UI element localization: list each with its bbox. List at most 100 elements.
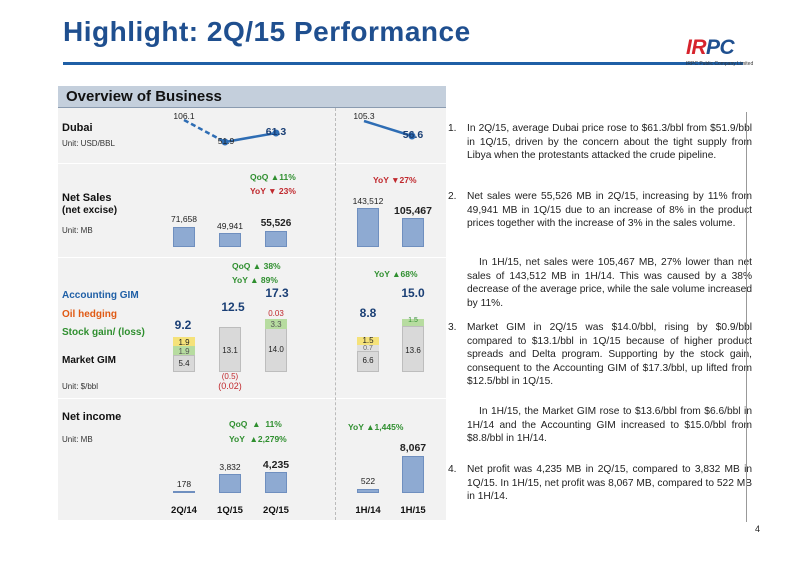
net-income-h-bar	[357, 489, 379, 493]
net-income-value: 4,235	[262, 459, 290, 471]
net-sales-h-bar	[402, 218, 424, 247]
net-sales-value: 55,526	[260, 218, 292, 229]
dubai-point	[221, 138, 229, 146]
stock-gain-h-value: 1.5	[408, 317, 418, 324]
net-sales-bar	[265, 231, 287, 247]
stock-gain-value: 3.3	[270, 320, 282, 329]
net-sales-bar	[173, 227, 195, 247]
stock-gain-bar	[173, 346, 195, 355]
ni-yoy: YoY ▲2,279%	[229, 434, 287, 444]
right-border-line	[746, 112, 747, 522]
section-band	[58, 86, 446, 108]
oil-hedging-h-bar	[357, 337, 379, 345]
net-income-value: 3,832	[219, 462, 241, 472]
net-income-unit: Unit: MB	[62, 435, 93, 444]
net-sales-h-bar	[357, 208, 379, 247]
net-sales-h-value: 105,467	[394, 205, 432, 217]
dubai-unit: Unit: USD/BBL	[62, 139, 115, 148]
ns-yoy: YoY ▼ 23%	[250, 186, 296, 196]
gim-h-yoy: YoY ▲68%	[374, 269, 418, 279]
dubai-value: 106.1	[173, 111, 195, 121]
divider	[58, 163, 446, 164]
gim-h-total: 15.0	[401, 286, 425, 300]
dubai-h-segment	[363, 119, 413, 138]
accounting-gim-label: Accounting GIM	[62, 290, 139, 301]
gim-h-total: 8.8	[359, 306, 377, 320]
market-gim-h-bar	[402, 326, 424, 372]
market-gim-h-bar	[357, 351, 379, 372]
stock-gain-value: 1.9	[178, 347, 190, 356]
market-gim-label: Market GIM	[62, 355, 116, 366]
stock-gain-h-value: 0.7	[363, 345, 373, 352]
highlight-point: 4. Net profit was 4,235 MB in 2Q/15, comp…	[448, 464, 752, 503]
dubai-h-point	[408, 132, 416, 140]
highlight-point: 1. In 2Q/15, average Dubai price rose to …	[448, 123, 752, 162]
gim-total: 9.2	[174, 318, 192, 332]
x-label: 2Q/15	[263, 505, 289, 516]
net-income-bar	[265, 472, 287, 493]
gim-qoq: QoQ ▲ 38%	[232, 261, 281, 271]
stock-gain-label: Stock gain/ (loss)	[62, 327, 145, 338]
market-gim-h-value: 6.6	[362, 356, 374, 365]
divider	[58, 398, 446, 399]
highlight-point: 3. Market GIM in 2Q/15 was $14.0/bbl, ris…	[448, 322, 752, 388]
stock-gain-value: (0.5)	[221, 372, 239, 381]
gim-unit: Unit: $/bbl	[62, 382, 99, 391]
highlight-point: In 1H/15, the Market GIM rose to $13.6/b…	[467, 406, 752, 445]
net-sales-title: Net Sales	[62, 192, 112, 204]
title-underline	[63, 62, 743, 65]
oil-hedging-label: Oil hedging	[62, 309, 117, 320]
net-income-title: Net income	[62, 411, 122, 423]
ni-qoq: QoQ ▲ 11%	[229, 419, 282, 429]
dubai-point	[272, 129, 280, 137]
x-label: 1Q/15	[217, 505, 243, 516]
gim-total: 12.5	[221, 300, 245, 314]
net-income-bar	[173, 491, 195, 493]
highlight-point: 2. Net sales were 55,526 MB in 2Q/15, inc…	[448, 191, 752, 230]
section-title: Overview of Business	[66, 88, 222, 105]
net-income-value: 178	[176, 479, 192, 489]
oil-hedging-value: 1.9	[178, 338, 190, 347]
net-sales-subtitle: (net excise)	[62, 205, 118, 216]
dubai-value: 51.9	[217, 136, 235, 146]
market-gim-bar	[173, 355, 195, 372]
net-sales-value: 49,941	[217, 221, 243, 231]
market-gim-value: 5.4	[178, 359, 190, 368]
net-sales-unit: Unit: MB	[62, 226, 93, 235]
gim-total: 17.3	[265, 286, 289, 300]
dubai-line-chart	[183, 118, 416, 146]
ni-h-yoy: YoY ▲1,445%	[348, 422, 404, 432]
net-sales-value: 71,658	[171, 214, 197, 224]
market-gim-value: 14.0	[268, 345, 284, 354]
dubai-value: 61.3	[265, 126, 287, 138]
dubai-h-value: 105.3	[353, 111, 375, 121]
period-separator	[335, 108, 336, 520]
stock-gain-h-bar	[402, 319, 424, 326]
net-income-h-value: 522	[360, 476, 376, 486]
ns-h-yoy: YoY ▼27%	[373, 175, 417, 185]
dubai-h-value: 56.6	[402, 129, 424, 141]
divider	[58, 257, 446, 258]
net-sales-bar	[219, 233, 241, 247]
net-sales-h-value: 143,512	[352, 196, 384, 206]
x-label: 1H/14	[355, 505, 381, 516]
net-income-h-bar	[402, 456, 424, 493]
market-gim-bar	[219, 327, 241, 372]
net-income-bar	[219, 474, 241, 493]
highlight-point: In 1H/15, net sales were 105,467 MB, 27%…	[467, 257, 752, 309]
market-gim-value: 13.1	[222, 346, 238, 355]
stock-gain-bar	[265, 319, 287, 329]
dubai-segment	[224, 131, 277, 144]
oil-hedging-value: 0.03	[268, 309, 284, 318]
market-gim-h-value: 13.6	[405, 346, 421, 355]
stock-gain-h-bar	[357, 345, 379, 351]
x-label: 1H/15	[400, 505, 426, 516]
net-income-h-value: 8,067	[399, 442, 427, 454]
ns-qoq: QoQ ▲11%	[250, 172, 296, 182]
chart-panel	[58, 108, 446, 520]
page-title: Highlight: 2Q/15 Performance	[63, 16, 471, 47]
page-number: 4	[755, 524, 761, 534]
company-logo: IRPC IRPC Public Company Limited	[686, 36, 754, 67]
oil-hedging-value: (0.02)	[218, 381, 242, 391]
logo-subtitle: IRPC Public Company Limited	[686, 61, 754, 67]
